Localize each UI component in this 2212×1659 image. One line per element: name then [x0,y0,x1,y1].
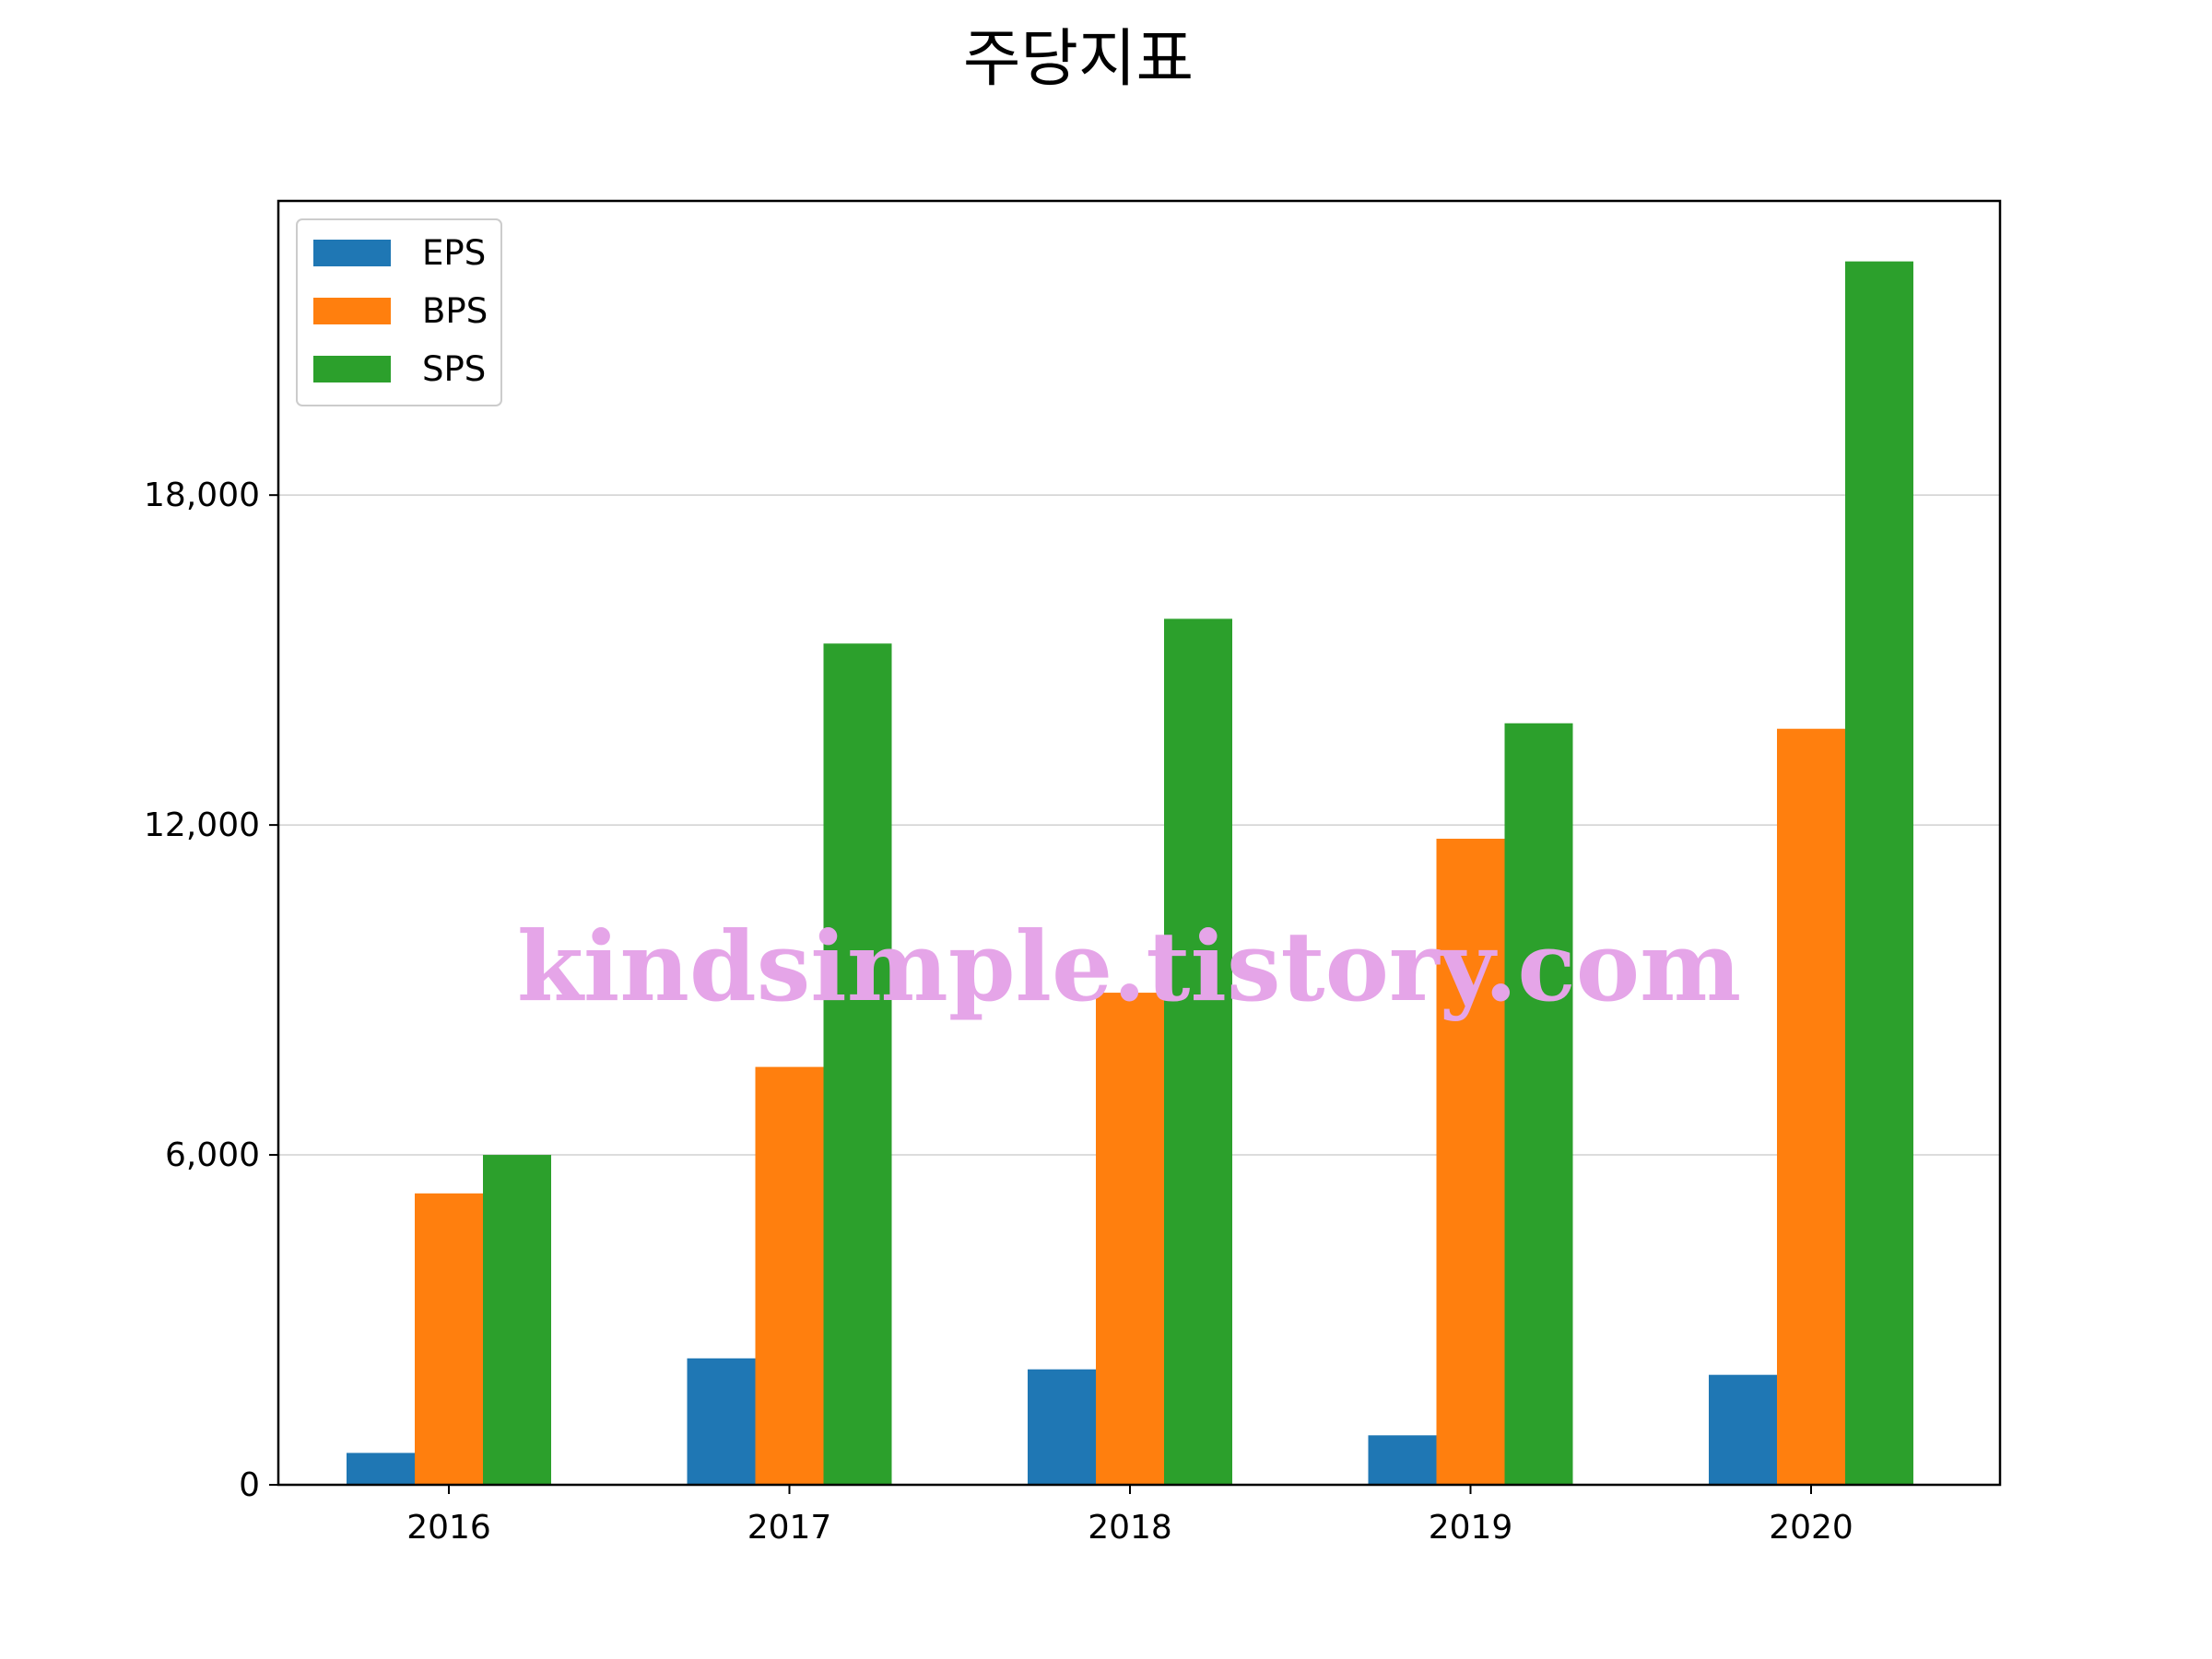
x-tick-label: 2020 [1769,1509,1853,1547]
bar-sps-2019 [1504,723,1573,1485]
bar-eps-2020 [1709,1374,1777,1485]
legend-swatch-eps [313,240,391,266]
bar-bps-2017 [755,1066,824,1485]
bar-bps-2018 [1096,993,1164,1485]
bar-eps-2017 [687,1358,756,1485]
legend-swatch-sps [313,356,391,382]
legend: EPS BPS SPS [296,218,502,406]
x-tick-label: 2018 [1088,1509,1172,1547]
legend-label-bps: BPS [422,291,488,331]
x-tick-label: 2019 [1429,1509,1513,1547]
axes: 0 6,000 12,000 18,000 2016 2017 2018 2019 2020 [144,199,2002,1547]
legend-swatch-bps [313,298,391,324]
bar-bps-2016 [415,1193,483,1485]
legend-label-sps: SPS [422,349,486,389]
bar-sps-2017 [823,643,892,1485]
y-tick-label: 0 [239,1466,260,1504]
bar-sps-2020 [1845,261,1913,1485]
y-tick-label: 18,000 [144,477,260,514]
y-tick-label: 12,000 [144,806,260,844]
bar-eps-2019 [1368,1435,1437,1485]
bar-sps-2018 [1164,618,1232,1485]
y-tick-label: 6,000 [165,1136,260,1174]
watermark-text: kindsimple.tistory.com [517,910,1741,1023]
chart-title: 주당지표 [963,23,1194,96]
bar-bps-2020 [1777,728,1845,1485]
bar-bps-2019 [1436,839,1505,1485]
plot-frame [276,199,2002,1487]
bar-eps-2018 [1028,1369,1096,1485]
bar-eps-2016 [347,1453,415,1485]
x-tick-label: 2016 [406,1509,491,1547]
bar-sps-2016 [483,1155,551,1485]
bars [347,261,1913,1485]
x-tick-label: 2017 [747,1509,832,1547]
legend-label-eps: EPS [422,233,486,273]
